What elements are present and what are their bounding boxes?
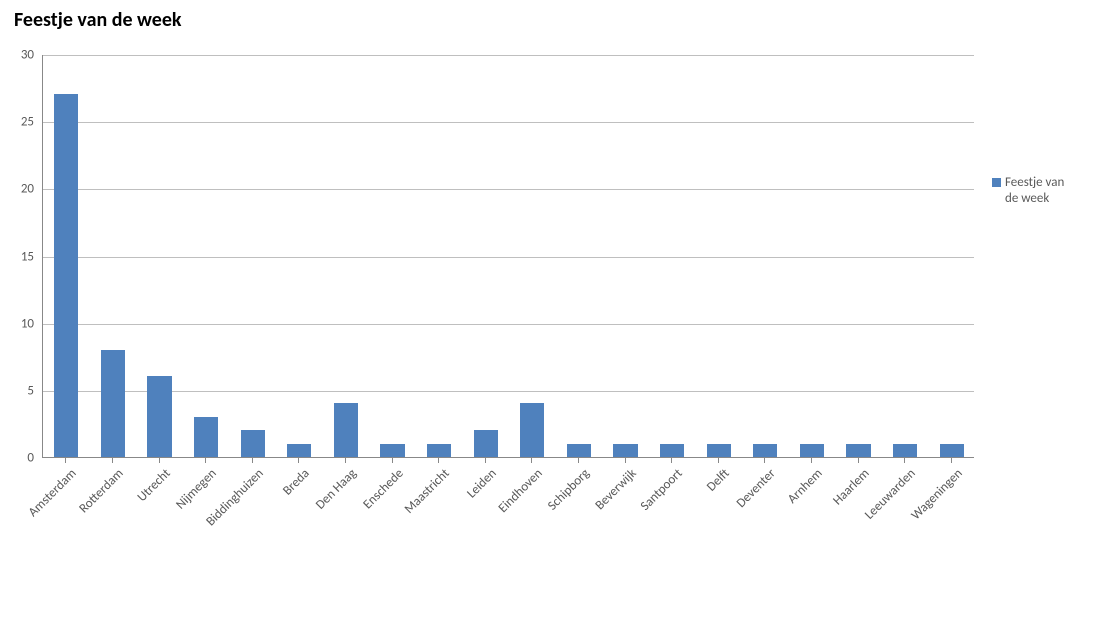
- legend-swatch: [992, 178, 1001, 187]
- plot-area: [42, 55, 974, 458]
- x-tick: [718, 458, 719, 463]
- x-tick: [764, 458, 765, 463]
- gridline: [43, 391, 974, 392]
- y-tick-label: 30: [4, 48, 34, 63]
- bar: [753, 444, 777, 457]
- y-tick-label: 15: [4, 249, 34, 264]
- gridline: [43, 324, 974, 325]
- gridline: [43, 122, 974, 123]
- bar: [194, 417, 218, 457]
- legend-label-line2: de week: [1005, 191, 1064, 207]
- bar: [147, 376, 171, 457]
- x-tick: [65, 458, 66, 463]
- x-tick: [252, 458, 253, 463]
- bar: [427, 444, 451, 457]
- y-tick-label: 5: [4, 383, 34, 398]
- y-tick-label: 20: [4, 182, 34, 197]
- bar: [707, 444, 731, 457]
- gridline: [43, 189, 974, 190]
- legend-label-line1: Feestje van: [1005, 175, 1064, 191]
- x-tick: [858, 458, 859, 463]
- x-tick: [578, 458, 579, 463]
- x-tick: [205, 458, 206, 463]
- x-tick: [112, 458, 113, 463]
- bar: [846, 444, 870, 457]
- x-tick: [671, 458, 672, 463]
- bar: [520, 403, 544, 457]
- legend: Feestje van de week: [992, 175, 1064, 206]
- x-tick: [345, 458, 346, 463]
- bar: [334, 403, 358, 457]
- x-tick: [438, 458, 439, 463]
- bar: [660, 444, 684, 457]
- x-tick: [531, 458, 532, 463]
- gridline: [43, 55, 974, 56]
- bar: [567, 444, 591, 457]
- bar: [940, 444, 964, 457]
- chart-title: Feestje van de week: [14, 8, 182, 32]
- legend-label: Feestje van de week: [1005, 175, 1064, 206]
- gridline: [43, 257, 974, 258]
- y-tick-label: 0: [4, 451, 34, 466]
- x-tick: [811, 458, 812, 463]
- x-tick: [159, 458, 160, 463]
- bar: [380, 444, 404, 457]
- bar: [800, 444, 824, 457]
- bar: [241, 430, 265, 457]
- y-tick-label: 10: [4, 316, 34, 331]
- x-tick: [951, 458, 952, 463]
- bar: [893, 444, 917, 457]
- y-tick-label: 25: [4, 115, 34, 130]
- bar: [101, 350, 125, 457]
- bar: [613, 444, 637, 457]
- x-tick: [392, 458, 393, 463]
- x-tick: [298, 458, 299, 463]
- bar: [474, 430, 498, 457]
- x-tick: [625, 458, 626, 463]
- bar: [54, 94, 78, 457]
- bar: [287, 444, 311, 457]
- x-tick: [485, 458, 486, 463]
- x-tick: [904, 458, 905, 463]
